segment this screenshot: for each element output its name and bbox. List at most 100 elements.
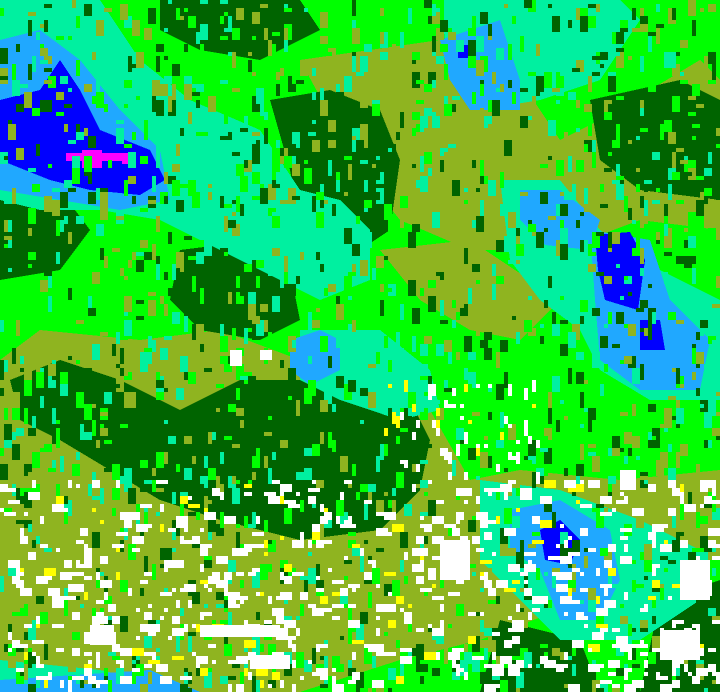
speckle-cell bbox=[696, 548, 704, 552]
speckle-cell bbox=[584, 144, 588, 152]
speckle-cell bbox=[192, 464, 200, 472]
speckle-cell bbox=[124, 276, 128, 280]
speckle-cell bbox=[452, 96, 460, 100]
white-class-cell bbox=[624, 544, 628, 552]
speckle-cell bbox=[408, 392, 412, 396]
speckle-cell bbox=[304, 388, 312, 400]
speckle-cell bbox=[72, 632, 80, 640]
speckle-cell bbox=[224, 412, 232, 420]
speckle-cell bbox=[184, 236, 192, 240]
speckle-cell bbox=[420, 116, 428, 128]
white-class-cell bbox=[464, 432, 468, 444]
speckle-cell bbox=[472, 160, 476, 168]
speckle-cell bbox=[464, 368, 468, 380]
speckle-cell bbox=[104, 440, 112, 444]
white-class-cell bbox=[416, 580, 420, 584]
speckle-cell bbox=[340, 144, 348, 148]
white-class-cell bbox=[416, 536, 424, 544]
white-class-cell bbox=[96, 660, 100, 668]
speckle-cell bbox=[412, 464, 416, 472]
speckle-cell bbox=[640, 484, 644, 488]
speckle-cell bbox=[644, 192, 652, 200]
speckle-cell bbox=[640, 100, 644, 108]
speckle-cell bbox=[596, 660, 600, 664]
white-class-cell bbox=[508, 616, 512, 620]
speckle-cell bbox=[24, 364, 32, 380]
speckle-cell bbox=[400, 532, 408, 548]
speckle-cell bbox=[312, 196, 316, 212]
speckle-cell bbox=[488, 24, 492, 36]
speckle-cell bbox=[252, 148, 260, 164]
white-class-cell bbox=[404, 552, 408, 560]
speckle-cell bbox=[268, 540, 276, 552]
speckle-cell bbox=[248, 480, 252, 484]
white-class-cell bbox=[708, 528, 720, 536]
speckle-cell bbox=[164, 76, 172, 84]
white-class-cell bbox=[636, 508, 640, 512]
speckle-cell bbox=[480, 672, 488, 684]
speckle-cell bbox=[320, 88, 324, 100]
speckle-cell bbox=[124, 104, 128, 108]
white-class-cell bbox=[636, 644, 648, 648]
speckle-cell bbox=[220, 336, 228, 352]
speckle-cell bbox=[108, 680, 112, 692]
yellow-class-cell bbox=[24, 652, 28, 660]
white-class-cell bbox=[524, 564, 528, 572]
speckle-cell bbox=[292, 340, 296, 348]
speckle-cell bbox=[588, 244, 592, 256]
speckle-cell bbox=[652, 312, 656, 324]
speckle-cell bbox=[164, 420, 168, 424]
speckle-cell bbox=[336, 92, 344, 100]
speckle-cell bbox=[316, 480, 324, 488]
speckle-cell bbox=[164, 336, 172, 340]
white-class-cell bbox=[404, 612, 412, 620]
white-class-cell bbox=[332, 580, 344, 584]
speckle-cell bbox=[264, 320, 268, 332]
speckle-cell bbox=[92, 532, 100, 548]
speckle-cell bbox=[32, 460, 40, 468]
speckle-cell bbox=[380, 300, 384, 316]
speckle-cell bbox=[488, 512, 496, 520]
white-class-cell bbox=[512, 636, 520, 644]
speckle-cell bbox=[624, 196, 628, 212]
speckle-cell bbox=[8, 268, 12, 272]
white-class-cell bbox=[672, 488, 684, 496]
speckle-cell bbox=[104, 392, 112, 404]
speckle-cell bbox=[244, 580, 248, 592]
white-class-cell bbox=[156, 664, 168, 672]
white-class-cell bbox=[68, 680, 72, 684]
speckle-cell bbox=[196, 512, 200, 520]
speckle-cell bbox=[28, 524, 32, 532]
speckle-cell bbox=[632, 28, 640, 32]
speckle-cell bbox=[544, 72, 552, 88]
white-class-cell bbox=[516, 604, 520, 612]
speckle-cell bbox=[356, 676, 360, 692]
speckle-cell bbox=[364, 232, 372, 248]
speckle-cell bbox=[32, 636, 36, 640]
white-class-cell bbox=[72, 648, 80, 656]
speckle-cell bbox=[20, 608, 28, 616]
speckle-cell bbox=[264, 564, 272, 572]
white-class-cell bbox=[680, 496, 684, 504]
white-class-cell bbox=[508, 452, 512, 460]
speckle-cell bbox=[488, 456, 492, 468]
speckle-cell bbox=[136, 564, 140, 568]
speckle-cell bbox=[428, 500, 436, 516]
speckle-cell bbox=[548, 120, 556, 136]
white-class-cell bbox=[48, 672, 52, 680]
yellow-class-cell bbox=[244, 668, 248, 676]
speckle-cell bbox=[672, 416, 676, 420]
speckle-cell bbox=[148, 264, 152, 268]
speckle-cell bbox=[148, 424, 156, 428]
white-class-cell bbox=[328, 608, 332, 612]
speckle-cell bbox=[400, 664, 404, 676]
speckle-cell bbox=[220, 620, 228, 624]
white-class-cell bbox=[476, 536, 480, 540]
yellow-class-cell bbox=[100, 520, 104, 524]
speckle-cell bbox=[52, 408, 56, 424]
speckle-cell bbox=[640, 56, 644, 72]
speckle-cell bbox=[184, 76, 192, 84]
speckle-cell bbox=[592, 308, 600, 316]
speckle-cell bbox=[680, 376, 684, 384]
speckle-cell bbox=[0, 388, 4, 396]
